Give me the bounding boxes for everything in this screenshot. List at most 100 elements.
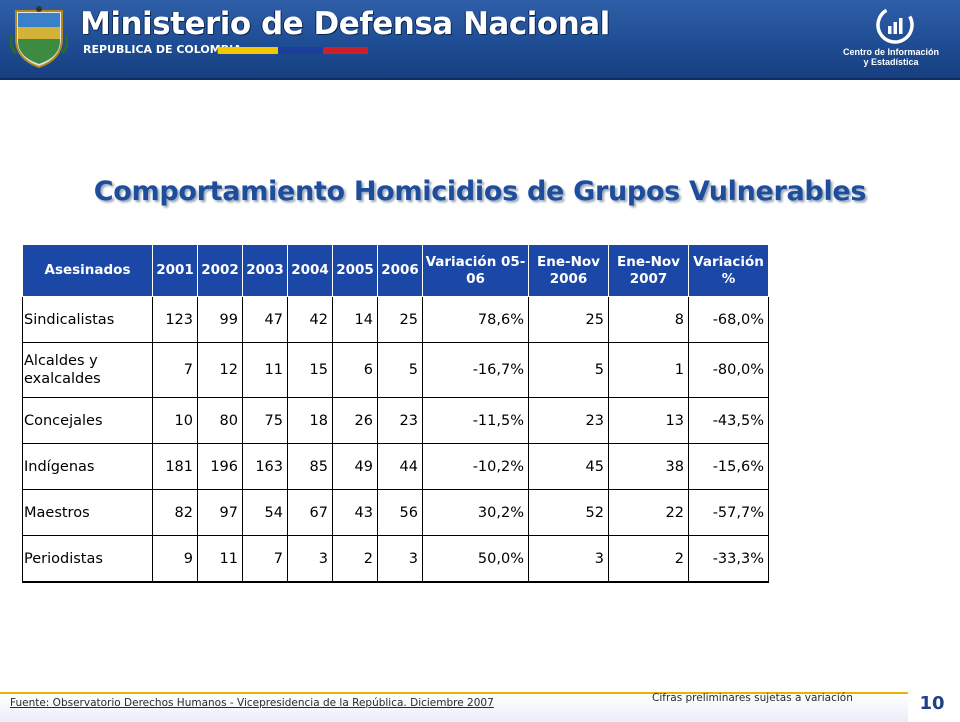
table-cell: 49 — [332, 443, 378, 490]
table-cell: 22 — [608, 489, 689, 536]
table-cell: 9 — [152, 535, 198, 583]
table-cell: 3 — [287, 535, 333, 583]
column-header: Variación % — [688, 244, 769, 297]
table-cell: 14 — [332, 296, 378, 343]
table-cell: 54 — [242, 489, 288, 536]
flag-stripe — [218, 47, 368, 54]
table-cell: -80,0% — [688, 342, 769, 398]
table-cell: 163 — [242, 443, 288, 490]
table-cell: 38 — [608, 443, 689, 490]
table-cell: 43 — [332, 489, 378, 536]
page-title: Comportamiento Homicidios de Grupos Vuln… — [93, 176, 867, 207]
table-cell: -33,3% — [688, 535, 769, 583]
row-label: Indígenas — [22, 443, 153, 490]
statistics-center-line1: Centro de Información — [842, 47, 939, 57]
flag-yellow — [218, 47, 278, 54]
table-cell: 7 — [152, 342, 198, 398]
table-cell: 80 — [197, 397, 243, 444]
country-name: REPUBLICA DE COLOMBIA — [83, 43, 242, 56]
table-cell: 2 — [608, 535, 689, 583]
table-row: Sindicalistas 123 99 47 42 14 25 78,6% 2… — [22, 296, 769, 343]
table-row: Maestros 82 97 54 67 43 56 30,2% 52 22 -… — [22, 489, 769, 536]
table-cell: 13 — [608, 397, 689, 444]
table-cell: 67 — [287, 489, 333, 536]
table-cell: 47 — [242, 296, 288, 343]
table-cell: 6 — [332, 342, 378, 398]
table-cell: 1 — [608, 342, 689, 398]
table-cell: 18 — [287, 397, 333, 444]
column-header: Variación 05-06 — [422, 244, 529, 297]
statistics-center-logo-icon — [876, 6, 914, 44]
row-label: Sindicalistas — [22, 296, 153, 343]
table-cell: 25 — [377, 296, 423, 343]
table-cell: 11 — [242, 342, 288, 398]
column-header: 2004 — [287, 244, 333, 297]
column-header: 2005 — [332, 244, 378, 297]
table-cell: 7 — [242, 535, 288, 583]
table-cell: 2 — [332, 535, 378, 583]
table-cell: -57,7% — [688, 489, 769, 536]
table-row: Periodistas 9 11 7 3 2 3 50,0% 3 2 -33,3… — [22, 535, 769, 583]
table-cell: 123 — [152, 296, 198, 343]
table-cell: -68,0% — [688, 296, 769, 343]
column-header: Ene-Nov 2006 — [528, 244, 609, 297]
table-cell: 23 — [377, 397, 423, 444]
table-cell: 42 — [287, 296, 333, 343]
table-cell: 23 — [528, 397, 609, 444]
table-cell: 52 — [528, 489, 609, 536]
table-cell: -15,6% — [688, 443, 769, 490]
table-cell: 26 — [332, 397, 378, 444]
column-header: 2003 — [242, 244, 288, 297]
table-cell: 10 — [152, 397, 198, 444]
table-cell: 196 — [197, 443, 243, 490]
table-cell: 30,2% — [422, 489, 529, 536]
table-cell: 181 — [152, 443, 198, 490]
table-cell: 56 — [377, 489, 423, 536]
column-header: Asesinados — [22, 244, 153, 297]
homicides-table: Asesinados 2001 2002 2003 2004 2005 2006… — [22, 244, 769, 583]
row-label: Alcaldes y exalcaldes — [22, 342, 153, 398]
table-cell: 50,0% — [422, 535, 529, 583]
table-cell: 15 — [287, 342, 333, 398]
flag-blue — [278, 47, 323, 54]
flag-red — [323, 47, 368, 54]
table-cell: 75 — [242, 397, 288, 444]
table-cell: 5 — [528, 342, 609, 398]
table-cell: 45 — [528, 443, 609, 490]
column-header: 2001 — [152, 244, 198, 297]
row-label: Periodistas — [22, 535, 153, 583]
statistics-center-line2: y Estadística — [863, 57, 919, 67]
footer-bar — [0, 692, 908, 722]
table-cell: 8 — [608, 296, 689, 343]
table-row: Alcaldes y exalcaldes 7 12 11 15 6 5 -16… — [22, 342, 769, 398]
ministry-name: Ministerio de Defensa Nacional — [80, 6, 610, 42]
table-cell: -16,7% — [422, 342, 529, 398]
coat-of-arms-icon — [10, 6, 68, 69]
table-cell: 3 — [528, 535, 609, 583]
table-cell: 99 — [197, 296, 243, 343]
table-cell: 5 — [377, 342, 423, 398]
column-header: 2002 — [197, 244, 243, 297]
preliminary-note: Cifras preliminares sujetas a variación — [652, 692, 853, 704]
table-cell: -10,2% — [422, 443, 529, 490]
table-cell: 3 — [377, 535, 423, 583]
table-row: Indígenas 181 196 163 85 49 44 -10,2% 45… — [22, 443, 769, 490]
table-cell: 85 — [287, 443, 333, 490]
table-cell: -43,5% — [688, 397, 769, 444]
table-cell: -11,5% — [422, 397, 529, 444]
page-number: 10 — [919, 693, 945, 714]
table-cell: 25 — [528, 296, 609, 343]
source-note: Fuente: Observatorio Derechos Humanos - … — [10, 697, 494, 709]
column-header: Ene-Nov 2007 — [608, 244, 689, 297]
table-cell: 44 — [377, 443, 423, 490]
statistics-center-label: Centro de Información y Estadística — [826, 47, 956, 67]
table-cell: 97 — [197, 489, 243, 536]
table-cell: 82 — [152, 489, 198, 536]
table-cell: 78,6% — [422, 296, 529, 343]
table-header-row: Asesinados 2001 2002 2003 2004 2005 2006… — [22, 244, 769, 297]
table-row: Concejales 10 80 75 18 26 23 -11,5% 23 1… — [22, 397, 769, 444]
row-label: Concejales — [22, 397, 153, 444]
header-banner: Ministerio de Defensa Nacional REPUBLICA… — [0, 0, 960, 80]
table-cell: 11 — [197, 535, 243, 583]
row-label: Maestros — [22, 489, 153, 536]
